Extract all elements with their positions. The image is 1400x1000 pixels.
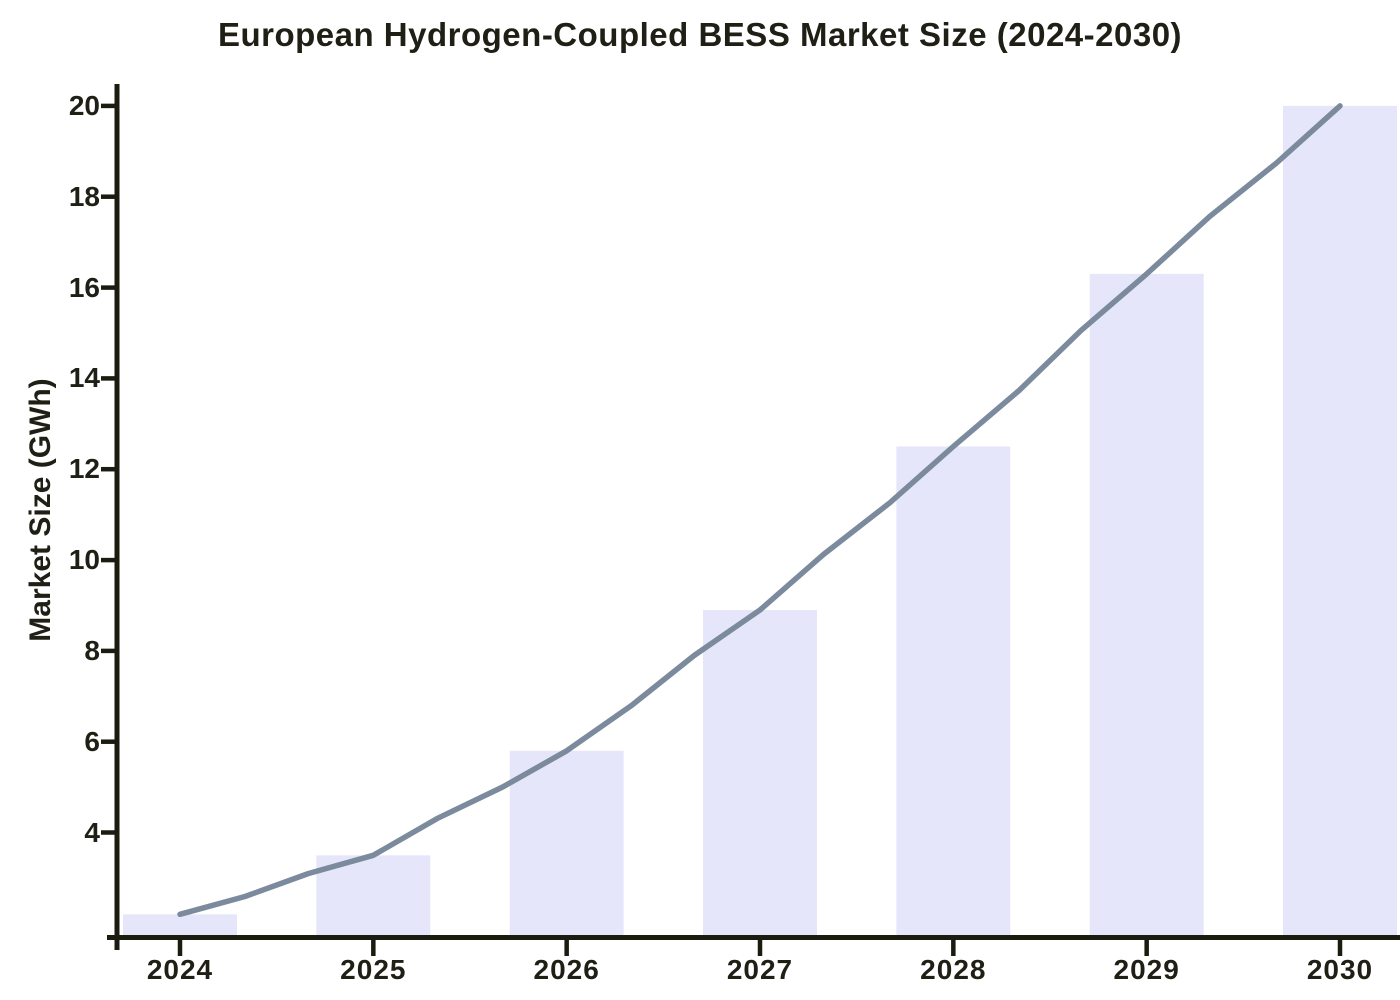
x-tick-label-2027: 2027: [726, 954, 794, 985]
y-tick-label-20: 20: [68, 89, 100, 121]
x-tick-label-2024: 2024: [146, 954, 214, 985]
y-tick-label-6: 6: [84, 725, 100, 757]
x-tick-label-2026: 2026: [533, 954, 600, 985]
x-tick-label-2030: 2030: [1306, 954, 1374, 985]
bar-2028: [896, 446, 1011, 935]
bar-2030: [1283, 105, 1397, 935]
trend-line: [177, 103, 1343, 918]
y-tick-label-16: 16: [68, 271, 100, 303]
chart-title: European Hydrogen-Coupled BESS Market Si…: [217, 16, 1183, 53]
y-tick-label-4: 4: [84, 816, 100, 848]
y-axis-title: Market Size (GWh): [24, 378, 57, 642]
bar-2027: [703, 610, 817, 935]
y-tick-label-10: 10: [68, 544, 100, 576]
bar-2026: [509, 750, 624, 935]
bar-2024: [123, 914, 237, 935]
y-tick-label-12: 12: [68, 453, 100, 485]
y-tick-label-14: 14: [68, 362, 100, 394]
x-tick-label-2025: 2025: [340, 954, 407, 985]
y-tick-label-18: 18: [68, 180, 100, 212]
x-tick-label-2029: 2029: [1113, 954, 1180, 985]
x-tick-label-2028: 2028: [920, 954, 987, 985]
bar-2029: [1089, 273, 1204, 935]
y-tick-label-8: 8: [84, 634, 100, 666]
